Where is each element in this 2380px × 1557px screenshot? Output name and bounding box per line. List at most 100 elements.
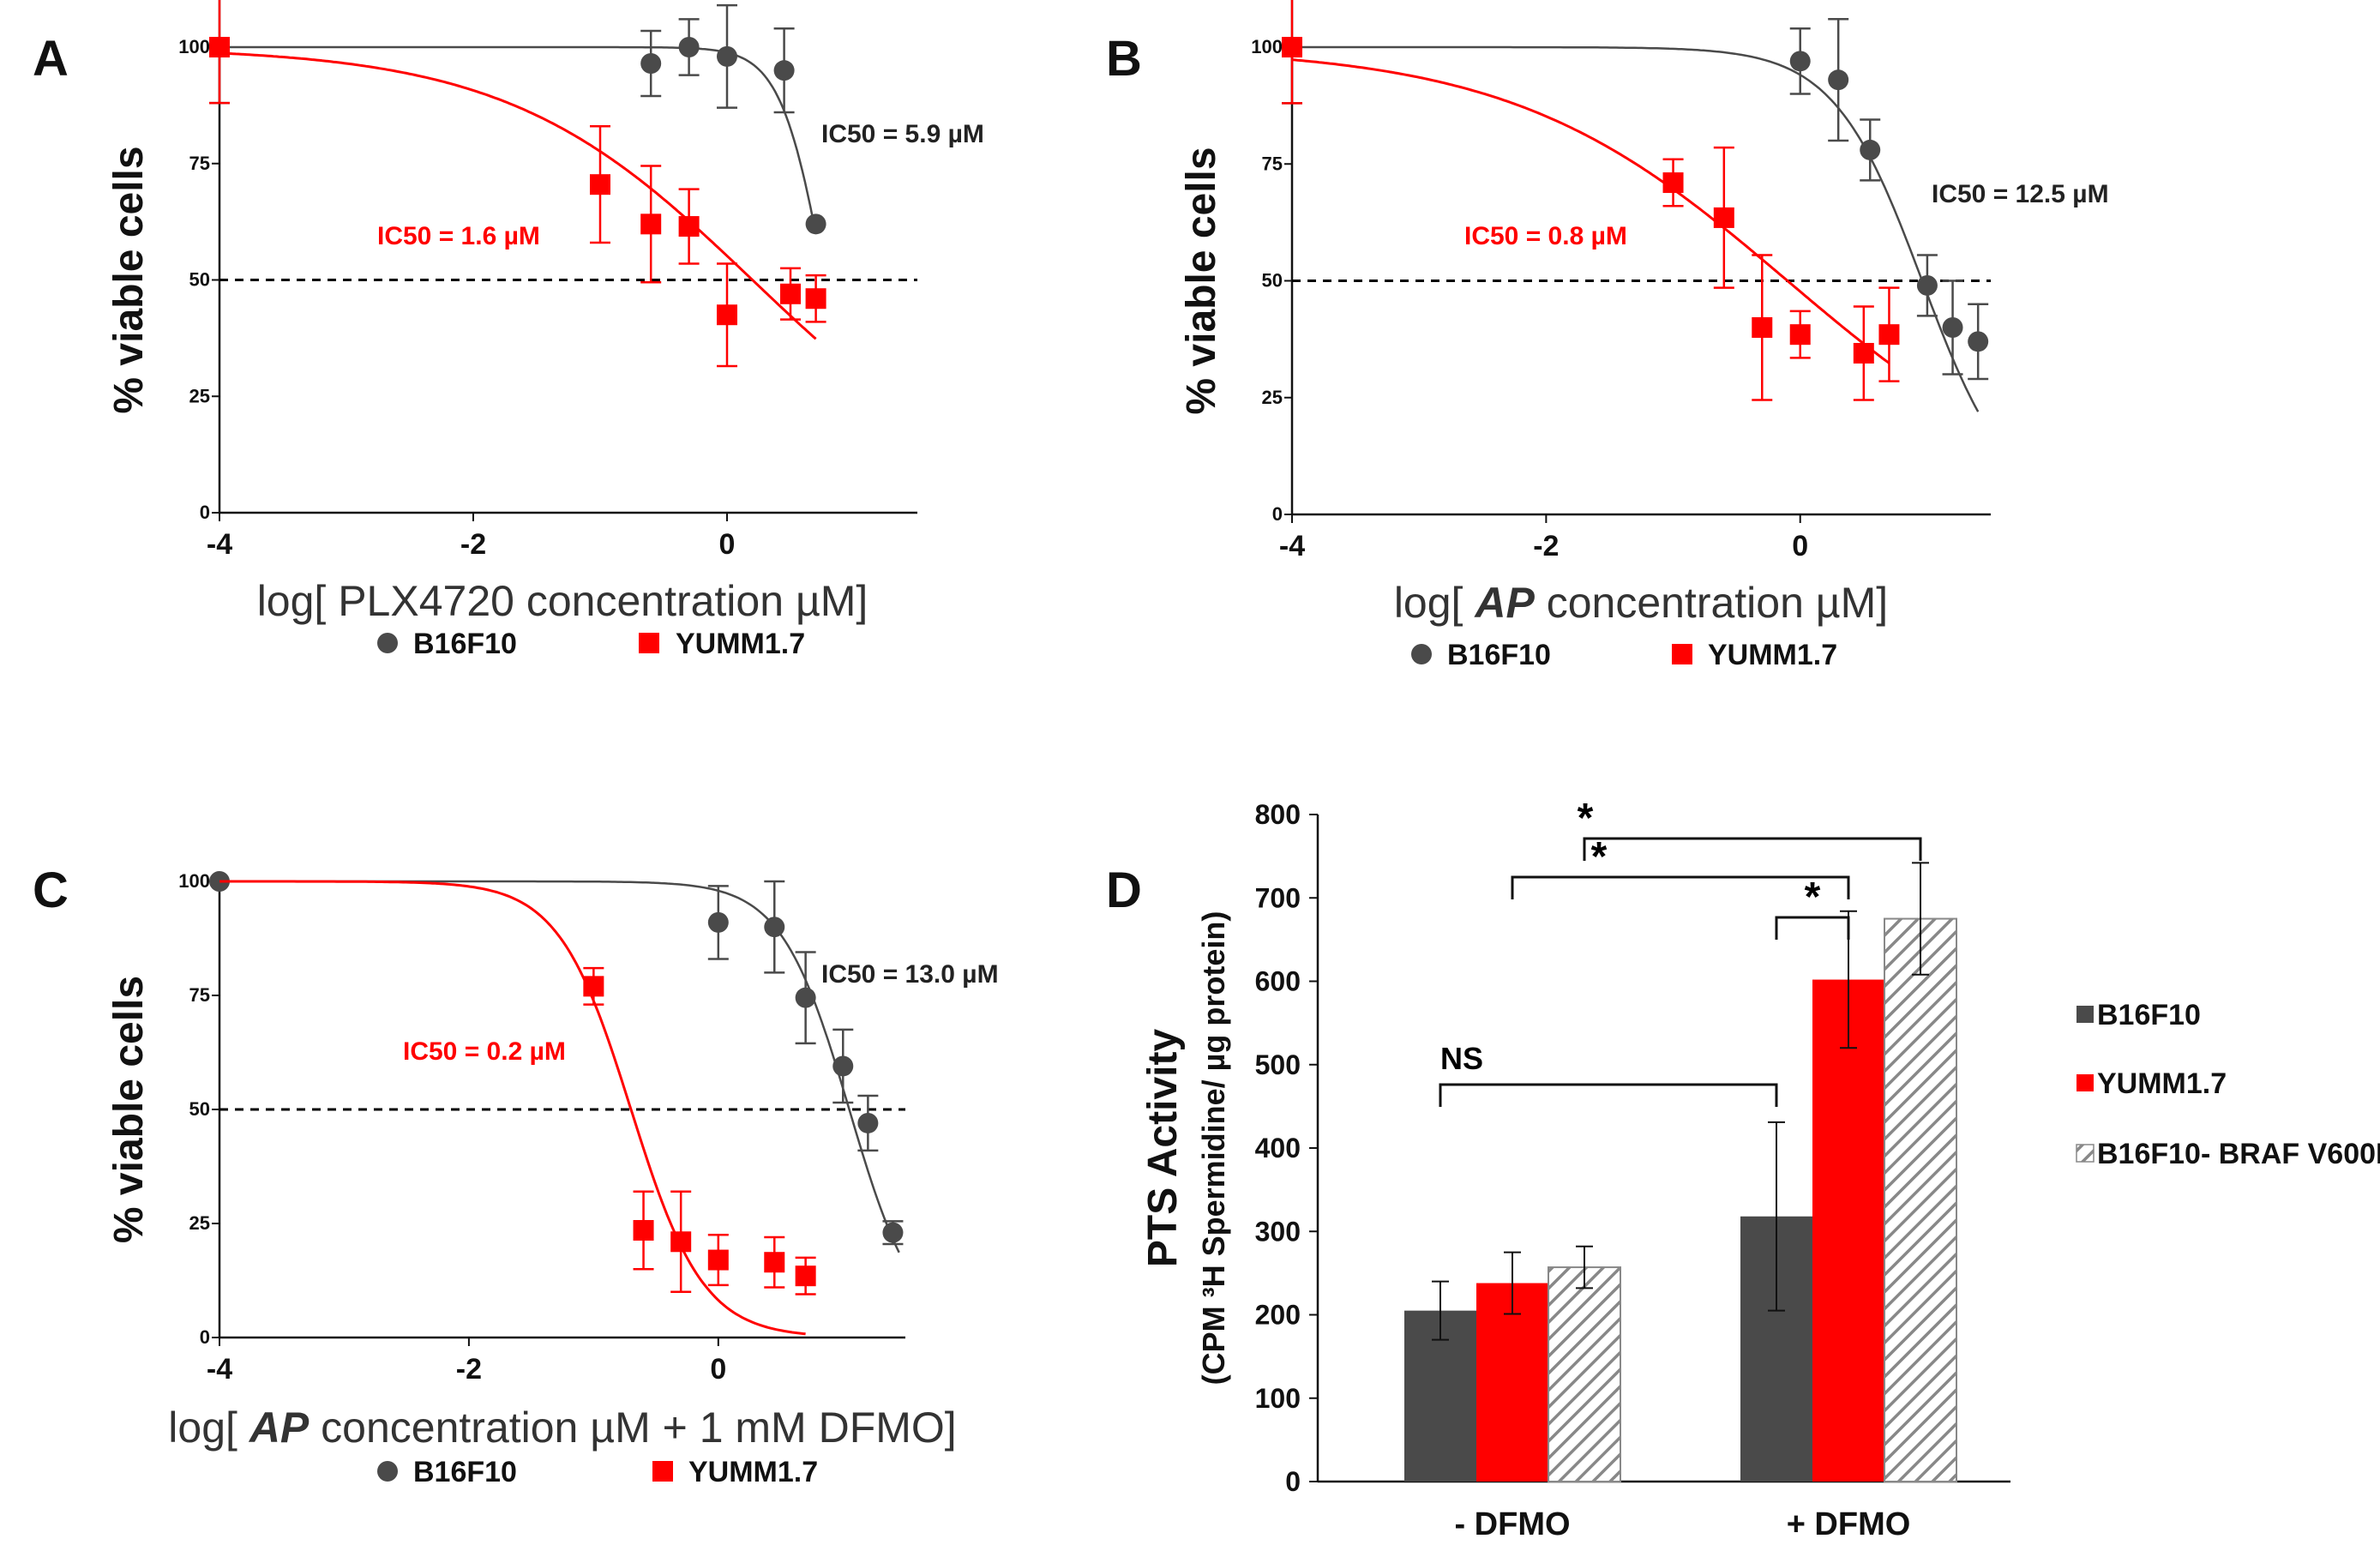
data-point-b16f10	[1828, 69, 1849, 91]
y-tick-label: 0	[1285, 1466, 1301, 1497]
y-tick-label: 200	[1255, 1300, 1301, 1331]
x-tick-label: 0	[1792, 530, 1808, 562]
legend-label: B16F10	[413, 1456, 517, 1488]
chart-panel-d: 0 100 200 300 400 500 600 700 800 PTS Activity (CP…	[1140, 796, 2380, 1542]
category-label: - DFMO	[1454, 1506, 1570, 1542]
significance-bracket	[1583, 837, 1922, 861]
significance-label: *	[1805, 875, 1821, 920]
legend-swatch	[2076, 1144, 2095, 1163]
data-point-b16f10	[678, 37, 700, 57]
bar-yumm1-7	[1476, 1283, 1548, 1482]
significance-label: *	[1578, 796, 1594, 841]
legend-marker-b16f10	[1411, 644, 1432, 664]
data-point-yumm17	[583, 976, 604, 997]
y-tick-label: 50	[1262, 270, 1283, 292]
x-tick-label: -4	[207, 528, 232, 561]
x-tick-label: 0	[719, 528, 736, 561]
ic50-annotation-yumm17: IC50 = 0.8 µM	[1464, 222, 1627, 250]
significance-label: NS	[1440, 1041, 1483, 1076]
data-point-b16f10	[832, 1055, 854, 1077]
ic50-annotation-yumm17: IC50 = 0.2 µM	[403, 1037, 566, 1066]
data-point-yumm17	[1853, 342, 1874, 364]
data-point-yumm17	[670, 1231, 692, 1253]
y-tick-label: 0	[1272, 503, 1283, 525]
bar-b16f10-braf-v600e	[1548, 1266, 1621, 1482]
chart-panel-b: 0 25 50 75 100 -4 -2 0 % viable cells log[ AP con…	[1179, 0, 2109, 671]
significance-bracket	[1439, 1083, 1778, 1107]
y-tick-label: 700	[1255, 882, 1301, 913]
fit-curve-yumm17	[219, 51, 817, 340]
data-point-b16f10	[1942, 317, 1963, 338]
data-point-yumm17	[633, 1219, 654, 1241]
ic50-annotation-b16f10: IC50 = 13.0 µM	[821, 960, 999, 989]
chart-panel-c: 0 25 50 75 100 -4 -2 0 % viable cells log[ AP con…	[106, 870, 999, 1488]
data-point-yumm17	[1752, 317, 1773, 338]
data-point-b16f10	[1916, 274, 1938, 296]
y-tick-label: 50	[189, 269, 210, 291]
legend-label: B16F10	[1447, 639, 1551, 671]
y-tick-label: 500	[1255, 1049, 1301, 1080]
fit-curve-b16f10	[219, 45, 817, 234]
fit-curve-yumm17	[219, 880, 806, 1336]
y-tick-label: 100	[178, 870, 210, 892]
y-tick-label: 50	[189, 1098, 210, 1120]
ic50-annotation-b16f10: IC50 = 5.9 µM	[821, 120, 984, 148]
panel-label-c: C	[33, 863, 69, 918]
significance-label: *	[1591, 834, 1608, 880]
legend-marker-b16f10	[377, 633, 398, 653]
data-point-yumm17	[795, 1265, 816, 1287]
significance-bracket	[1511, 875, 1850, 899]
panel-label-d: D	[1106, 863, 1142, 918]
y-tick-label: 25	[189, 1212, 210, 1234]
y-tick-label: 25	[189, 385, 210, 406]
data-point-yumm17	[1878, 324, 1900, 346]
data-point-b16f10	[805, 213, 826, 235]
data-point-yumm17	[590, 174, 610, 195]
x-tick-label: -2	[460, 528, 486, 561]
data-point-b16f10	[764, 917, 785, 938]
y-axis-label: % viable cells	[1179, 147, 1224, 414]
x-axis-label: log[ PLX4720 concentration µM]	[257, 577, 868, 625]
chart-panel-a: 0 25 50 75 100 -4 -2 0 % viable cells log[ PLX472…	[106, 0, 984, 660]
y-axis-label-line1: PTS Activity	[1140, 1029, 1186, 1268]
x-tick-label: -2	[1533, 530, 1559, 562]
data-point-yumm17	[780, 283, 801, 304]
y-tick-label: 0	[200, 502, 210, 523]
x-tick-label: -2	[456, 1353, 482, 1386]
significance-bracket	[1775, 916, 1850, 940]
y-tick-label: 25	[1262, 387, 1283, 408]
legend-label: B16F10- BRAF V600E	[2097, 1138, 2380, 1170]
panel-label-b: B	[1106, 31, 1142, 87]
legend-swatch	[2076, 1074, 2094, 1091]
category-label: + DFMO	[1787, 1506, 1911, 1542]
legend-swatch	[2076, 1006, 2094, 1023]
legend-label: YUMM1.7	[1708, 639, 1837, 671]
data-point-yumm17	[640, 213, 662, 235]
data-point-yumm17	[717, 304, 737, 326]
data-point-b16f10	[1968, 331, 1989, 352]
y-tick-label: 100	[1251, 36, 1283, 57]
y-axis-label-line2: (CPM ³H Spermidine/ µg protein)	[1196, 911, 1231, 1386]
y-axis-label: % viable cells	[106, 146, 152, 413]
ic50-annotation-b16f10: IC50 = 12.5 µM	[1932, 180, 2109, 208]
legend-label: YUMM1.7	[676, 628, 805, 660]
data-point-b16f10	[707, 911, 729, 933]
data-point-yumm17	[209, 37, 230, 57]
data-point-yumm17	[805, 288, 826, 310]
x-tick-label: -4	[1279, 530, 1305, 562]
panel-label-a: A	[33, 31, 69, 87]
bar-yumm1-7	[1812, 979, 1884, 1482]
y-tick-label: 600	[1255, 966, 1301, 997]
y-tick-label: 75	[1262, 153, 1283, 174]
fit-curve-b16f10	[1292, 45, 1980, 412]
legend-label: YUMM1.7	[688, 1456, 818, 1488]
y-tick-label: 75	[189, 153, 210, 174]
legend-label: B16F10	[2097, 999, 2201, 1031]
y-tick-label: 800	[1255, 799, 1301, 830]
data-point-b16f10	[882, 1222, 904, 1243]
data-point-yumm17	[707, 1249, 729, 1271]
data-point-yumm17	[764, 1252, 785, 1273]
data-point-b16f10	[857, 1112, 879, 1133]
data-point-yumm17	[1662, 172, 1684, 194]
